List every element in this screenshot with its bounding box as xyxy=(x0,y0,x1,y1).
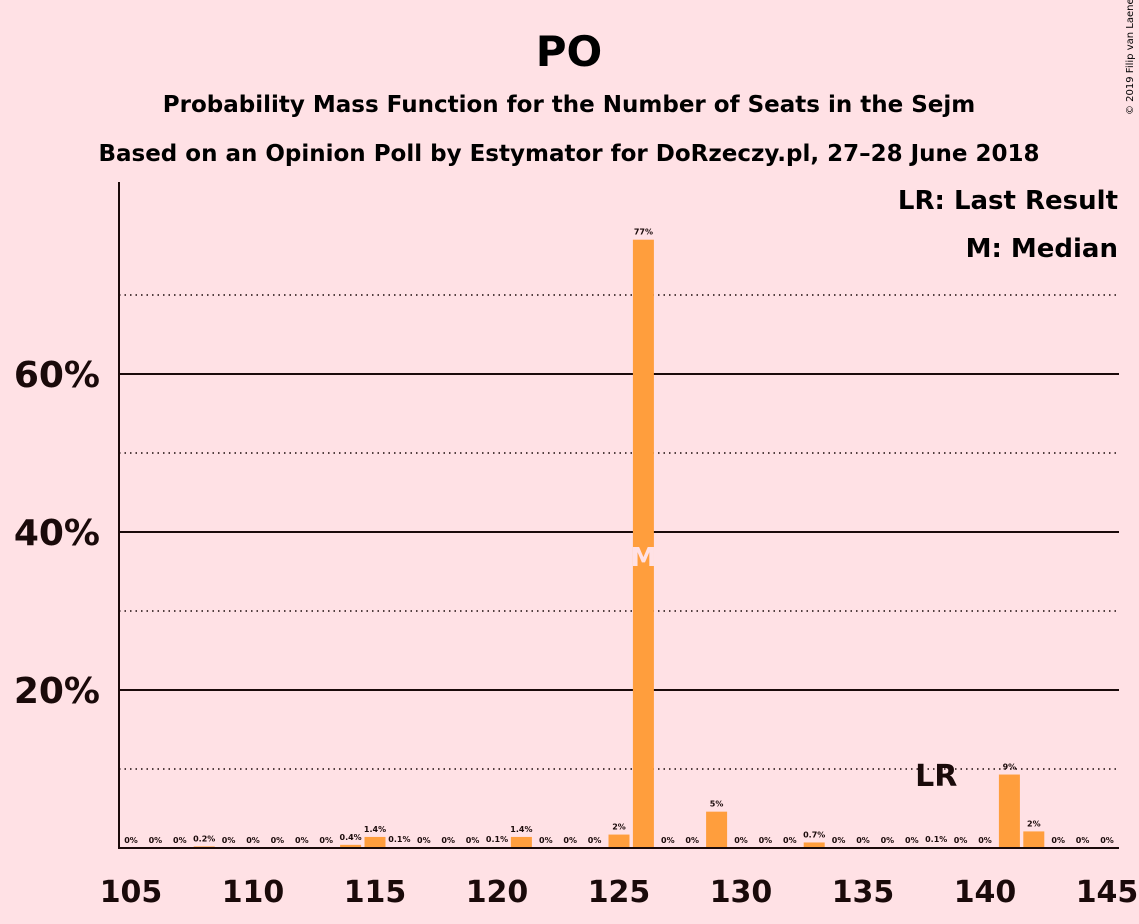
median-marker: M xyxy=(630,543,656,573)
axes: 105 110 115 120 125 130 135 140 145 xyxy=(100,182,1139,910)
x-tick-label: 105 xyxy=(100,875,163,910)
data-label-108: 0.2% xyxy=(193,834,215,843)
chart-subtitle-source: Based on an Opinion Poll by Estymator fo… xyxy=(98,141,1039,167)
data-labels: 0% 0% 0% 0.2% 0% 0% 0% 0% 0% 0.4%1.4%0.1% 0% 0% 0% 0.… xyxy=(124,228,1114,845)
data-label-111: 0% xyxy=(271,836,285,845)
data-label-125: 2% xyxy=(612,823,626,832)
data-label-144: 0% xyxy=(1076,836,1090,845)
data-label-138: 0.1% xyxy=(925,835,947,844)
data-label-133: 0.7% xyxy=(803,830,825,839)
bar-seats-114 xyxy=(340,844,362,848)
chart-subtitle: Probability Mass Function for the Number… xyxy=(163,92,975,118)
x-tick-label: 125 xyxy=(588,875,651,910)
bar-seats-115 xyxy=(364,836,386,848)
data-label-123: 0% xyxy=(563,836,577,845)
bar-seats-142 xyxy=(1023,831,1045,848)
bar-seats-126 xyxy=(632,239,654,848)
last-result-marker: LR xyxy=(915,759,957,794)
data-label-113: 0% xyxy=(319,836,333,845)
x-tick-label: 115 xyxy=(344,875,407,910)
markers: M LR xyxy=(630,543,957,794)
data-label-122: 0% xyxy=(539,836,553,845)
bar-seats-129 xyxy=(706,811,728,848)
data-label-130: 0% xyxy=(734,836,748,845)
x-tick-label: 140 xyxy=(954,875,1017,910)
data-label-117: 0% xyxy=(417,836,431,845)
data-label-120: 0.1% xyxy=(486,835,508,844)
data-label-136: 0% xyxy=(881,836,895,845)
data-label-115: 1.4% xyxy=(364,825,386,834)
legend-last-result: LR: Last Result xyxy=(898,186,1118,216)
data-label-131: 0% xyxy=(759,836,773,845)
data-label-118: 0% xyxy=(441,836,455,845)
data-label-109: 0% xyxy=(222,836,236,845)
data-label-119: 0% xyxy=(466,836,480,845)
copyright-notice: © 2019 Filip van Laenen xyxy=(1125,0,1136,115)
data-label-127: 0% xyxy=(661,836,675,845)
x-tick-label: 145 xyxy=(1076,875,1139,910)
chart-title: PO xyxy=(536,27,603,76)
data-label-112: 0% xyxy=(295,836,309,845)
legend-median: M: Median xyxy=(966,234,1118,264)
data-label-143: 0% xyxy=(1051,836,1065,845)
bars xyxy=(193,239,1045,848)
data-label-140: 0% xyxy=(978,836,992,845)
x-tick-label: 130 xyxy=(710,875,773,910)
y-tick-label: 40% xyxy=(14,513,100,554)
data-label-142: 2% xyxy=(1027,819,1041,828)
gridlines: 20% 40% 60% xyxy=(14,294,1119,770)
x-tick-label: 135 xyxy=(832,875,895,910)
bar-seats-125 xyxy=(608,834,630,848)
data-label-105: 0% xyxy=(124,836,138,845)
data-label-106: 0% xyxy=(149,836,163,845)
data-label-145: 0% xyxy=(1100,836,1114,845)
data-label-107: 0% xyxy=(173,836,187,845)
data-label-129: 5% xyxy=(710,800,724,809)
bar-seats-121 xyxy=(510,836,532,848)
y-tick-label: 60% xyxy=(14,355,100,396)
data-label-121: 1.4% xyxy=(510,825,532,834)
data-label-132: 0% xyxy=(783,836,797,845)
y-tick-label: 20% xyxy=(14,671,100,712)
data-label-141: 9% xyxy=(1003,763,1017,772)
data-label-139: 0% xyxy=(954,836,968,845)
x-tick-label: 110 xyxy=(222,875,285,910)
x-tick-label: 120 xyxy=(466,875,529,910)
data-label-135: 0% xyxy=(856,836,870,845)
data-label-128: 0% xyxy=(685,836,699,845)
data-label-137: 0% xyxy=(905,836,919,845)
data-label-110: 0% xyxy=(246,836,260,845)
data-label-124: 0% xyxy=(588,836,602,845)
bar-seats-133 xyxy=(803,842,825,848)
data-label-134: 0% xyxy=(832,836,846,845)
data-label-114: 0.4% xyxy=(340,833,362,842)
data-label-116: 0.1% xyxy=(388,835,410,844)
data-label-126: 77% xyxy=(634,228,653,237)
bar-seats-141 xyxy=(998,774,1020,848)
